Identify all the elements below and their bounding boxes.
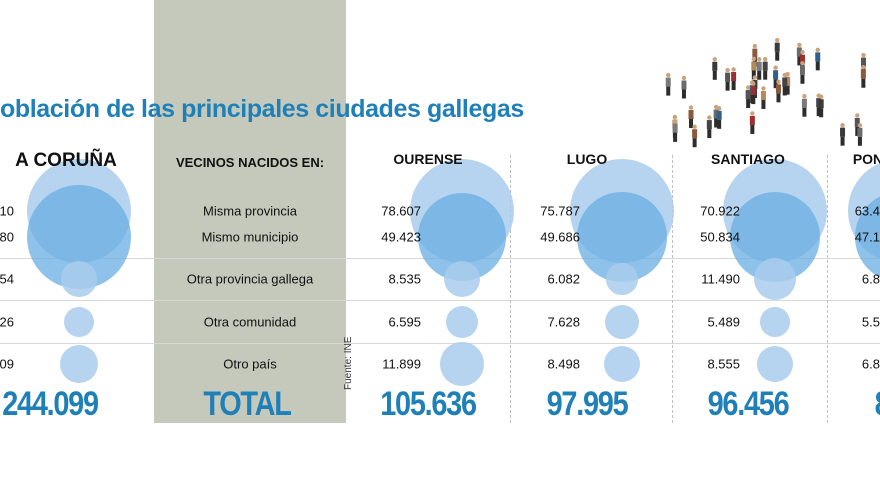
row-label: Otra comunidad	[203, 314, 297, 330]
bubble	[604, 304, 640, 340]
value-label: 8.555	[707, 356, 740, 372]
person-figure	[840, 122, 846, 146]
bubble	[603, 345, 641, 383]
person-figure	[692, 124, 698, 148]
person-figure	[749, 111, 755, 134]
person-figure	[745, 85, 751, 109]
row-header-title: VECINOS NACIDOS EN:	[175, 155, 325, 170]
row-label: Misma provincia	[203, 203, 297, 219]
person-figure	[731, 67, 737, 91]
person-figure	[762, 56, 768, 80]
total-value: 244.099	[2, 385, 99, 423]
value-label: 75.787	[540, 203, 580, 219]
value-label: 7.628	[547, 314, 580, 330]
person-figure	[725, 67, 731, 91]
person-figure	[750, 81, 756, 105]
value-label: 126	[0, 314, 14, 330]
person-figure	[775, 79, 781, 103]
value-label: 6.082	[547, 271, 580, 287]
value-label: 880	[0, 229, 14, 245]
label-column-band	[154, 0, 346, 423]
person-figure	[801, 94, 807, 117]
value-label: 910	[0, 203, 14, 219]
person-figure	[818, 94, 824, 118]
value-label: 054	[0, 271, 14, 287]
bubble	[753, 257, 797, 301]
person-figure	[751, 56, 757, 80]
value-label: 009	[0, 356, 14, 372]
chart-title: oblación de las principales ciudades gal…	[0, 95, 524, 123]
person-figure	[774, 37, 780, 61]
bubble	[756, 345, 794, 383]
crowd-figures	[665, 37, 866, 148]
total-label: TOTAL	[203, 385, 292, 423]
person-figure	[665, 72, 671, 96]
bubble	[445, 305, 479, 339]
total-value: 96.456	[707, 385, 790, 423]
bubble	[63, 306, 95, 338]
person-figure	[815, 47, 821, 71]
city-header: SANTIAGO	[711, 151, 785, 167]
bubble	[443, 260, 481, 298]
person-figure	[716, 106, 722, 129]
total-value: 97.995	[546, 385, 629, 423]
value-label: 63.4	[854, 203, 880, 219]
total-value: 8	[875, 385, 880, 424]
value-label: 50.834	[700, 229, 740, 245]
value-label: 47.1	[854, 229, 880, 245]
row-label: Mismo municipio	[201, 229, 299, 245]
person-figure	[860, 65, 866, 88]
column-divider	[672, 155, 673, 423]
value-label: 6.8	[861, 356, 880, 372]
person-figure	[712, 57, 718, 80]
value-label: 5.489	[707, 314, 740, 330]
row-label: Otro país	[223, 356, 277, 372]
row-divider	[0, 343, 880, 344]
bubble	[61, 261, 97, 297]
value-label: 5.5	[861, 314, 880, 330]
person-figure	[706, 115, 712, 139]
source-note: Fuente: INE	[343, 336, 354, 390]
person-figure	[782, 72, 788, 96]
value-label: 49.686	[540, 229, 580, 245]
crowd-illustration	[650, 30, 880, 155]
city-header: OURENSE	[393, 151, 463, 167]
value-label: 6.8	[861, 271, 880, 287]
person-figure	[681, 75, 687, 99]
person-figure	[857, 123, 863, 146]
bubble	[440, 342, 484, 386]
bubble	[60, 345, 98, 383]
person-figure	[854, 113, 860, 136]
bubble	[606, 263, 638, 295]
row-label: Otra provincia gallega	[186, 271, 314, 287]
value-label: 11.490	[701, 271, 740, 287]
value-label: 78.607	[381, 203, 421, 219]
person-figure	[688, 105, 694, 129]
value-label: 11.899	[382, 356, 421, 372]
row-divider	[0, 300, 880, 301]
person-figure	[760, 86, 766, 109]
person-figure	[773, 65, 779, 89]
value-label: 6.595	[388, 314, 421, 330]
value-label: 49.423	[381, 229, 421, 245]
city-header: LUGO	[566, 151, 608, 167]
person-figure	[756, 57, 762, 80]
bubble	[760, 307, 790, 337]
column-divider	[827, 155, 828, 423]
city-header: A CORUÑA	[15, 150, 117, 171]
column-divider	[510, 155, 511, 423]
person-figure	[799, 61, 805, 84]
total-value: 105.636	[380, 385, 477, 423]
city-header: PON	[852, 151, 880, 167]
value-label: 8.535	[388, 271, 421, 287]
value-label: 8.498	[547, 356, 580, 372]
value-label: 70.922	[700, 203, 740, 219]
person-figure	[672, 119, 678, 142]
person-figure	[796, 42, 802, 66]
